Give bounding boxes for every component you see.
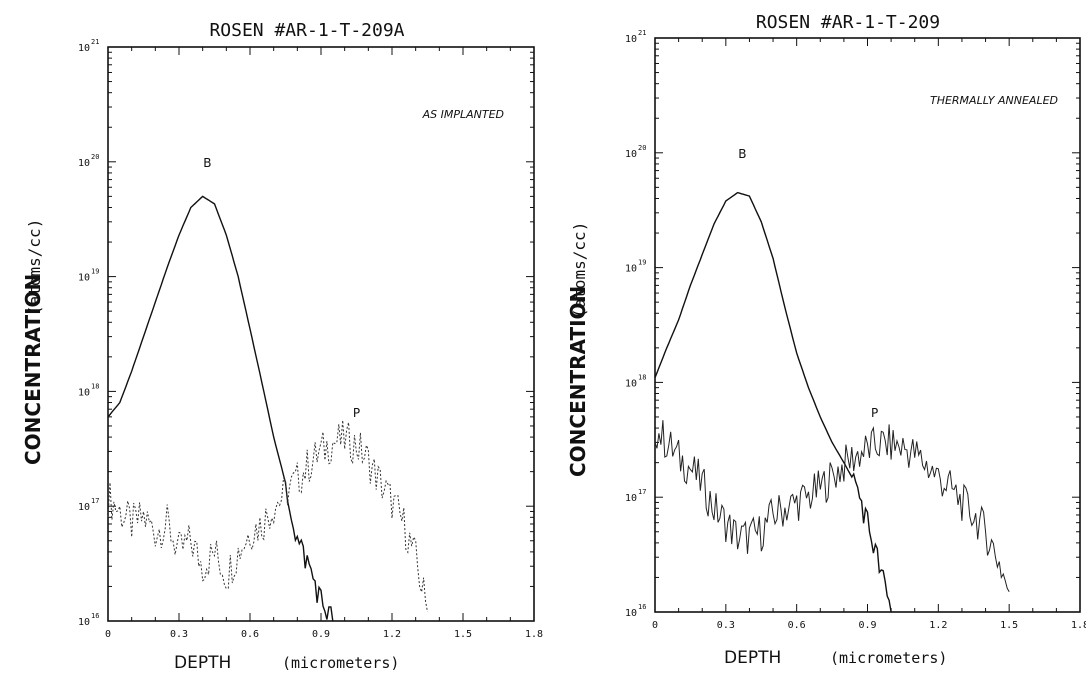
y-axis-unit-left: (atoms/cc): [25, 219, 44, 315]
y-tick-label-left: 10: [78, 273, 90, 284]
y-tick-exponent-right: 19: [638, 259, 646, 267]
y-tick-exponent-right: 18: [638, 373, 646, 381]
x-tick-label-right: 0.6: [788, 620, 806, 631]
x-tick-label-left: 1.5: [454, 629, 472, 640]
y-tick-label-right: 10: [625, 493, 637, 504]
x-axis-title-left: DEPTH: [174, 653, 231, 673]
chart-panel-left: ROSEN #AR-1-T-209A AS IMPLANTED CONCENTR…: [21, 20, 543, 673]
y-tick-label-left: 10: [78, 502, 90, 513]
series-group-left: BP: [107, 156, 428, 622]
y-tick-label-right: 10: [625, 378, 637, 389]
series-line-b-right: [654, 191, 892, 613]
x-tick-label-right: 1.2: [929, 620, 947, 631]
x-axis-unit-left: (micrometers): [282, 654, 399, 672]
chart-panel-right: ROSEN #AR-1-T-209 THERMALLY ANNEALED CON…: [566, 12, 1086, 668]
series-label-p-right: P: [871, 406, 878, 420]
y-tick-label-left: 10: [78, 387, 90, 398]
x-axis-unit-right: (micrometers): [830, 649, 947, 667]
series-label-b-right: B: [738, 147, 746, 161]
series-group-right: BP: [654, 147, 1010, 613]
x-tick-label-right: 1.5: [1000, 620, 1018, 631]
y-tick-label-right: 10: [625, 34, 637, 45]
annotation-left: AS IMPLANTED: [422, 108, 504, 121]
y-tick-label-right: 10: [625, 608, 637, 619]
chart-title-right: ROSEN #AR-1-T-209: [756, 12, 940, 33]
x-tick-label-right: 1.8: [1071, 620, 1086, 631]
y-tick-exponent-right: 16: [638, 603, 646, 611]
y-tick-exponent-right: 21: [638, 29, 646, 37]
x-axis-title-right: DEPTH: [724, 648, 781, 668]
series-label-b-left: B: [203, 156, 211, 170]
y-tick-exponent-left: 16: [91, 612, 99, 620]
y-axis-unit-right: (atoms/cc): [570, 222, 589, 318]
y-tick-label-left: 10: [78, 617, 90, 628]
x-tick-label-left: 0: [105, 629, 111, 640]
x-tick-label-right: 0.3: [717, 620, 735, 631]
y-tick-label-right: 10: [625, 149, 637, 160]
y-tick-exponent-left: 17: [91, 497, 99, 505]
y-axis-title-right: CONCENTRATION: [566, 286, 590, 477]
y-tick-exponent-right: 20: [638, 144, 646, 152]
series-label-p-left: P: [353, 406, 360, 420]
x-tick-label-right: 0.9: [858, 620, 876, 631]
plot-frame-left: [107, 46, 535, 622]
x-tick-label-left: 1.8: [525, 629, 543, 640]
y-axis-title-left: CONCENTRATION: [21, 274, 45, 465]
plot-frame-right: [654, 37, 1081, 613]
y-tick-exponent-right: 17: [638, 488, 646, 496]
x-tick-label-left: 1.2: [383, 629, 401, 640]
y-tick-exponent-left: 18: [91, 382, 99, 390]
annotation-right: THERMALLY ANNEALED: [930, 94, 1058, 107]
series-line-p-right: [654, 420, 1010, 593]
chart-title-left: ROSEN #AR-1-T-209A: [209, 20, 404, 41]
y-tick-label-right: 10: [625, 264, 637, 275]
y-tick-exponent-left: 20: [91, 153, 99, 161]
x-tick-label-right: 0: [652, 620, 658, 631]
x-tick-label-left: 0.6: [241, 629, 259, 640]
y-tick-exponent-left: 21: [91, 38, 99, 46]
y-tick-label-left: 10: [78, 158, 90, 169]
x-tick-label-left: 0.3: [170, 629, 188, 640]
y-tick-label-left: 10: [78, 43, 90, 54]
series-line-b-left: [107, 195, 334, 622]
y-tick-exponent-left: 19: [91, 268, 99, 276]
x-tick-label-left: 0.9: [312, 629, 330, 640]
series-line-p-left: [107, 420, 428, 612]
